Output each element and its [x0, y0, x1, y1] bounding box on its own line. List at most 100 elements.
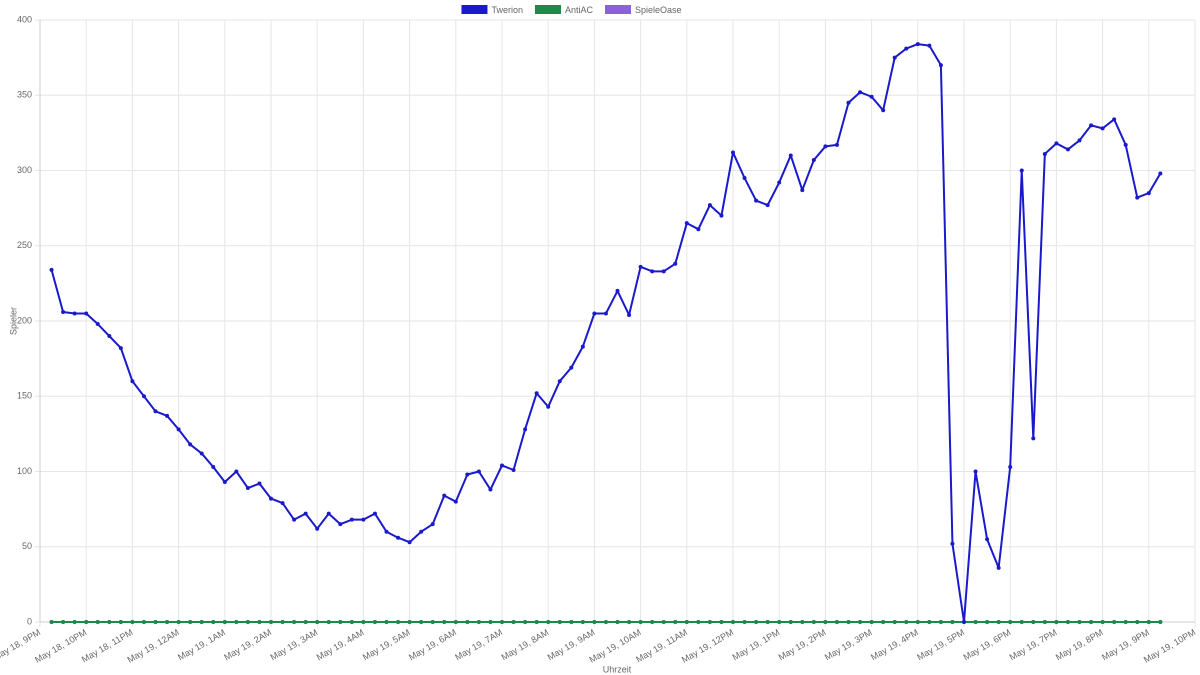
data-point: [1042, 151, 1047, 156]
data-point: [765, 620, 770, 624]
data-point: [557, 379, 562, 384]
data-point: [430, 620, 435, 624]
y-tick-label: 350: [17, 90, 32, 100]
data-point: [1065, 620, 1070, 624]
data-point: [72, 311, 77, 316]
data-point: [823, 144, 828, 149]
data-point: [118, 346, 123, 351]
data-point: [222, 620, 227, 624]
data-point: [165, 413, 170, 418]
legend-label: SpieleOase: [635, 5, 682, 15]
data-point: [61, 309, 66, 314]
data-point: [858, 90, 863, 95]
data-point: [72, 620, 77, 624]
data-point: [349, 620, 354, 624]
x-tick-label: May 19, 6PM: [961, 627, 1012, 662]
data-point: [1054, 620, 1059, 624]
data-point: [892, 55, 897, 60]
data-point: [1054, 141, 1059, 146]
data-point: [118, 620, 123, 624]
data-point: [973, 620, 978, 624]
data-point: [349, 517, 354, 522]
x-tick-label: May 19, 4PM: [869, 627, 920, 662]
data-point: [603, 311, 608, 316]
data-point: [280, 620, 285, 624]
data-point: [1146, 620, 1151, 624]
data-point: [280, 501, 285, 506]
data-point: [130, 379, 135, 384]
legend-swatch: [461, 5, 488, 14]
data-point: [823, 620, 828, 624]
data-point: [1031, 620, 1036, 624]
y-tick-label: 300: [17, 165, 32, 175]
data-point: [546, 620, 551, 624]
data-point: [881, 108, 886, 113]
data-point: [1112, 117, 1117, 122]
data-point: [1077, 620, 1082, 624]
data-point: [1031, 436, 1036, 441]
data-point: [892, 620, 897, 624]
x-tick-label: May 19, 8AM: [499, 627, 550, 662]
data-point: [869, 620, 874, 624]
data-point: [1158, 171, 1163, 176]
data-point: [673, 620, 678, 624]
y-tick-label: 50: [22, 541, 32, 551]
data-point: [869, 94, 874, 99]
x-tick-label: May 19, 3AM: [268, 627, 319, 662]
data-point: [881, 620, 886, 624]
data-point: [719, 620, 724, 624]
y-tick-label: 100: [17, 466, 32, 476]
data-point: [199, 620, 204, 624]
series: [49, 42, 1163, 624]
y-tick-label: 400: [17, 14, 32, 24]
data-point: [396, 620, 401, 624]
y-axis-title: Spieler: [8, 307, 18, 335]
data-point: [511, 467, 516, 472]
data-point: [950, 620, 955, 624]
data-point: [188, 620, 193, 624]
data-point: [153, 620, 158, 624]
data-point: [731, 150, 735, 155]
data-point: [453, 499, 458, 504]
data-point: [1135, 620, 1140, 624]
data-point: [569, 620, 574, 624]
data-point: [234, 469, 239, 474]
data-point: [211, 620, 216, 624]
data-point: [707, 620, 712, 624]
data-point: [1135, 195, 1140, 200]
data-point: [800, 620, 805, 624]
data-point: [580, 620, 585, 624]
data-point: [650, 620, 655, 624]
data-point: [361, 620, 366, 624]
data-point: [84, 311, 89, 316]
x-tick-label: May 18, 10PM: [33, 627, 88, 665]
data-point: [407, 540, 412, 545]
data-point: [973, 469, 978, 474]
data-point: [1100, 620, 1105, 624]
data-point: [580, 344, 585, 349]
data-point: [1123, 142, 1128, 147]
data-point: [61, 620, 66, 624]
data-point: [985, 620, 990, 624]
x-tick-label: May 19, 1PM: [730, 627, 781, 662]
data-point: [361, 517, 366, 522]
data-point: [372, 511, 377, 516]
x-tick-label: May 19, 4AM: [315, 627, 366, 662]
data-point: [488, 487, 493, 492]
series: [49, 620, 1163, 624]
data-point: [396, 535, 401, 540]
data-point: [534, 391, 539, 396]
data-point: [326, 511, 331, 516]
data-point: [1077, 138, 1082, 143]
data-point: [49, 620, 54, 624]
data-point: [1008, 464, 1013, 469]
x-tick-label: May 19, 5AM: [361, 627, 412, 662]
data-point: [176, 620, 181, 624]
data-point: [407, 620, 412, 624]
data-point: [500, 463, 504, 468]
data-point: [292, 517, 297, 522]
data-point: [141, 394, 146, 399]
data-point: [696, 227, 701, 232]
x-tick-label: May 19, 7AM: [453, 627, 504, 662]
data-point: [904, 620, 909, 624]
